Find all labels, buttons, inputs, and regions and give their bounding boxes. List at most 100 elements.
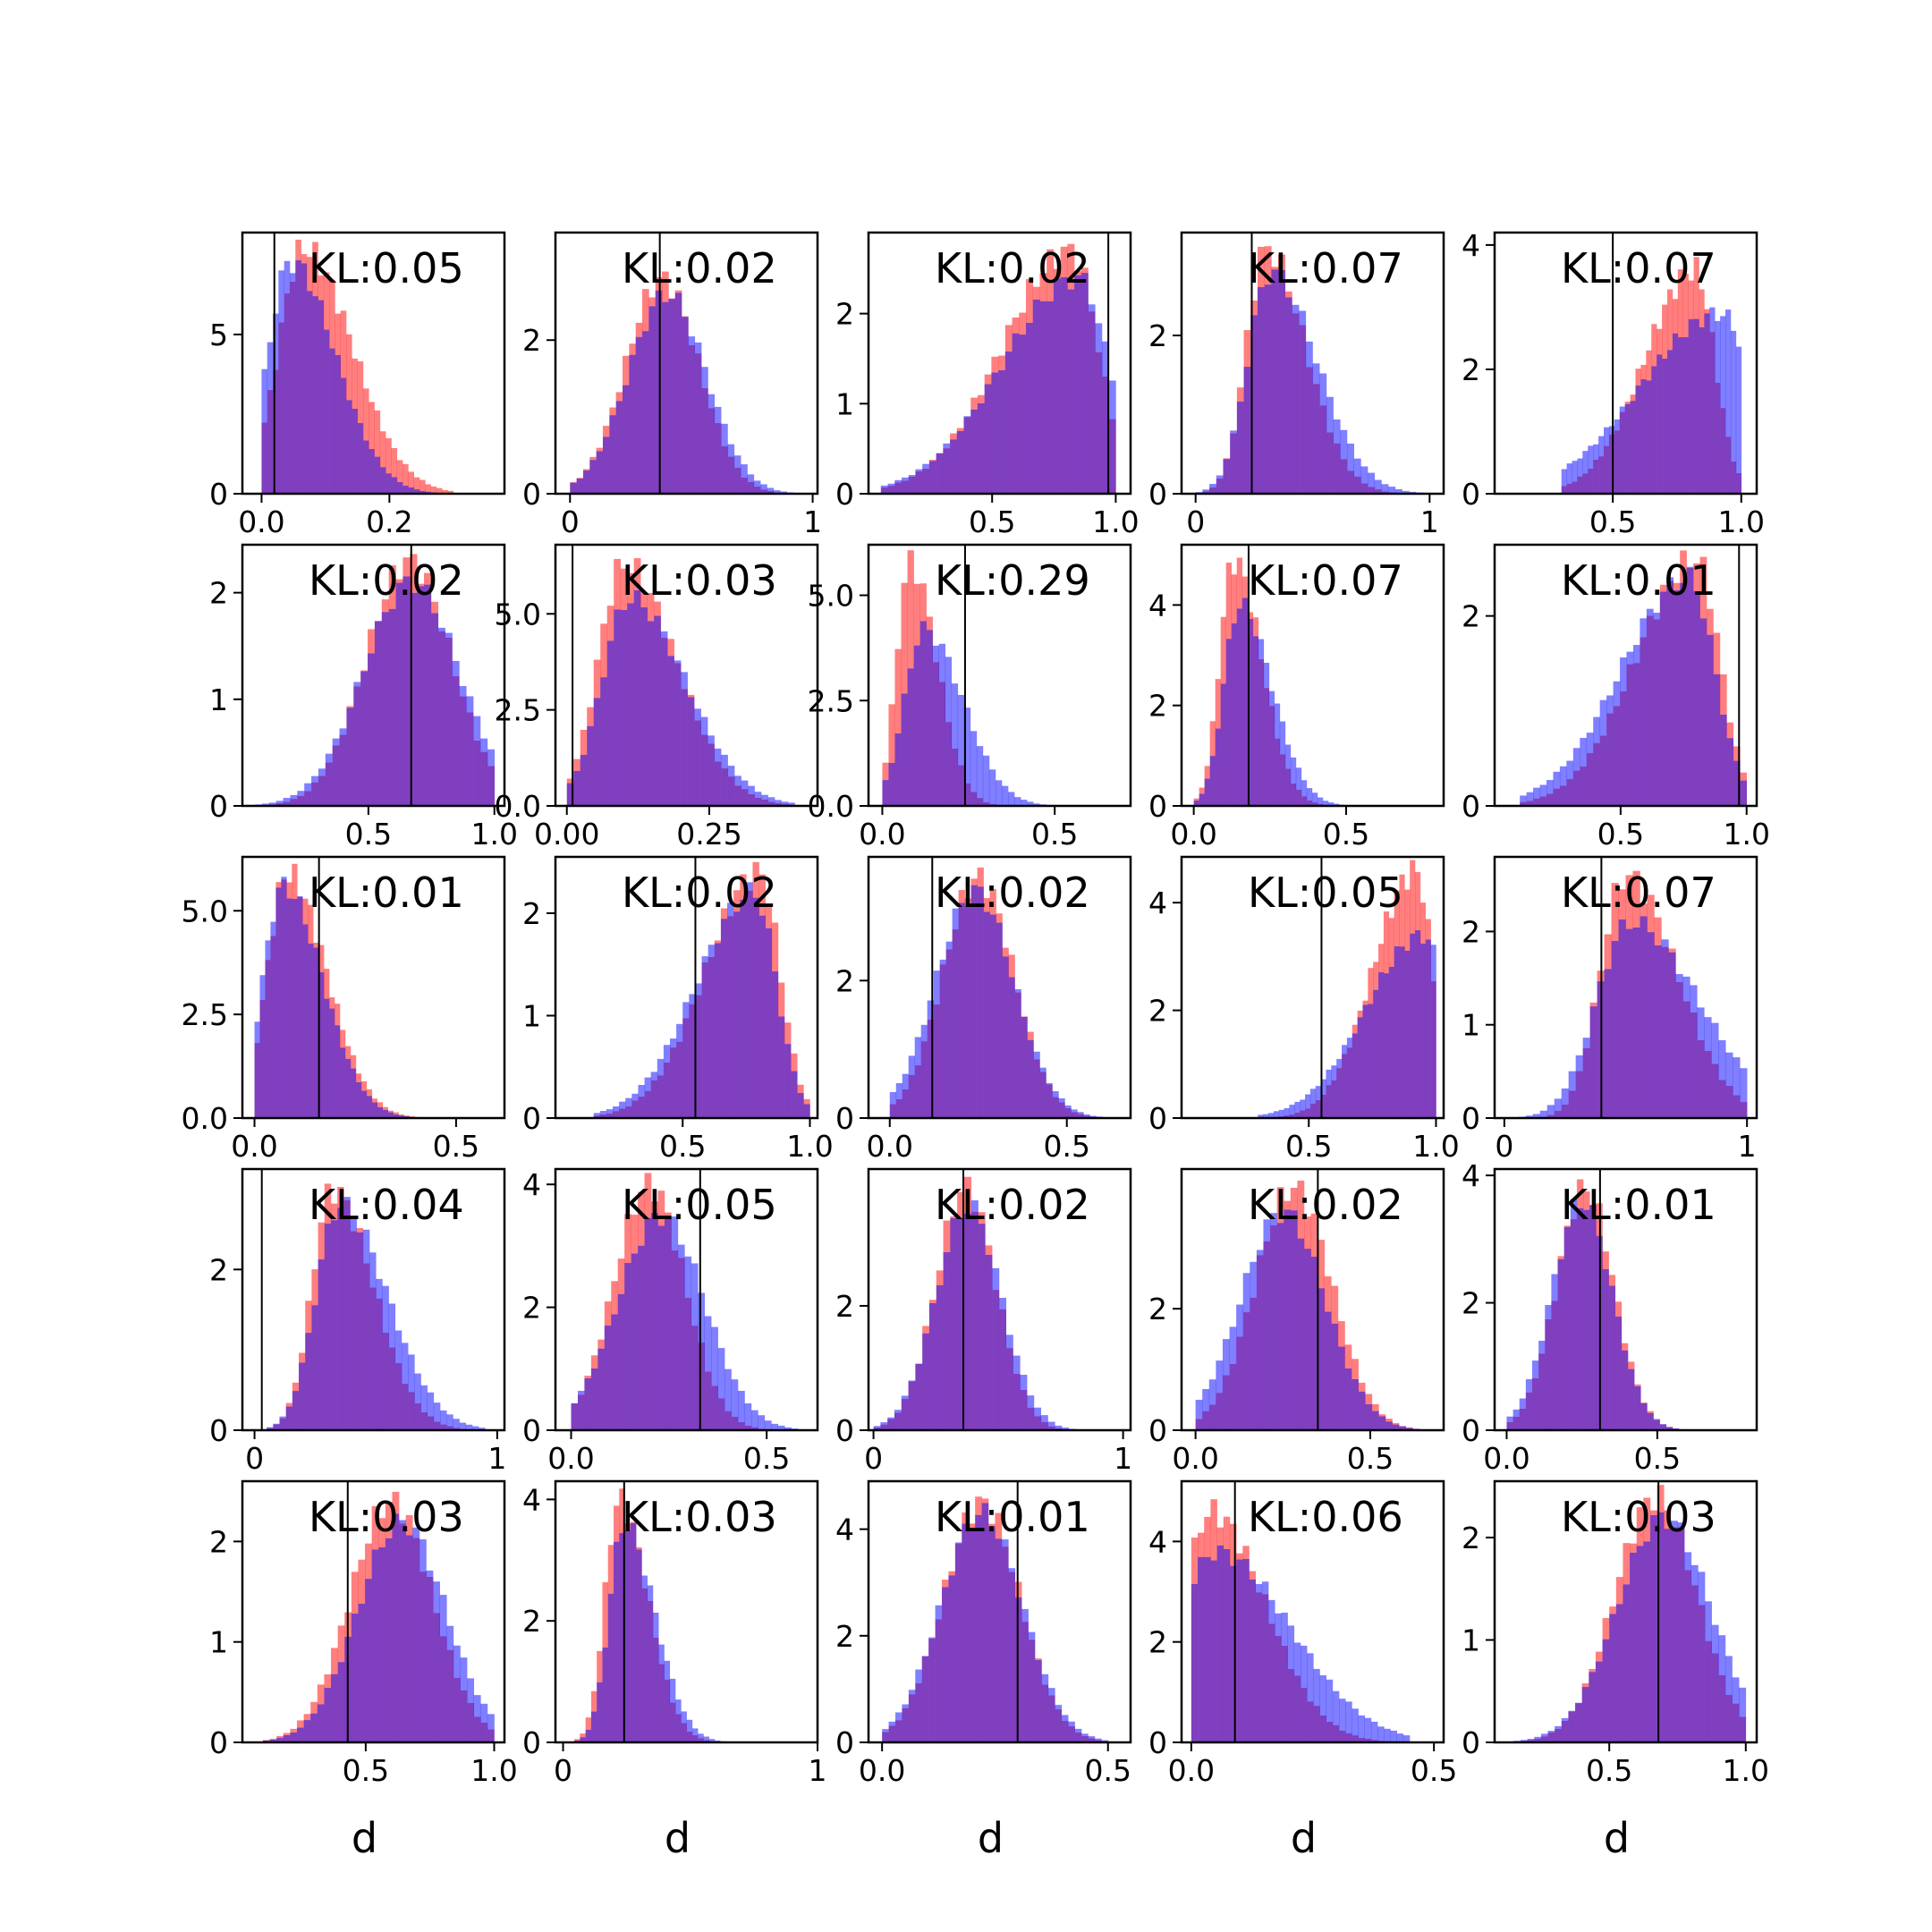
y-tick-label: 2 <box>1148 318 1167 353</box>
overlap-bar <box>1268 1623 1275 1742</box>
overlap-bar <box>1618 919 1626 1118</box>
red-bar <box>950 1216 958 1218</box>
red-bar <box>405 1514 413 1536</box>
red-bar <box>352 358 358 409</box>
blue-bar <box>1339 1699 1346 1731</box>
overlap-bar <box>1290 783 1297 806</box>
overlap-bar <box>337 1208 344 1430</box>
x-tick-label: 0.0 <box>1172 1441 1218 1476</box>
blue-bar <box>731 1379 739 1417</box>
blue-bar <box>460 1657 468 1690</box>
overlap-bar <box>1263 688 1270 806</box>
blue-bar <box>694 342 702 354</box>
histogram-bars <box>571 1173 799 1430</box>
overlap-bar <box>655 290 663 494</box>
overlap-bar <box>708 956 716 1118</box>
overlap-bar <box>329 1008 335 1118</box>
overlap-bar <box>1365 1403 1373 1430</box>
red-bar <box>1204 1516 1211 1557</box>
red-bar <box>733 890 741 912</box>
blue-bar <box>1216 475 1224 479</box>
blue-bar <box>747 474 755 482</box>
red-bar <box>752 861 759 898</box>
overlap-bar <box>308 943 314 1118</box>
overlap-bar <box>669 1702 676 1742</box>
overlap-bar <box>600 677 608 806</box>
blue-bar <box>741 780 749 790</box>
overlap-bar <box>1374 489 1382 494</box>
red-bar <box>1032 286 1040 300</box>
blue-bar <box>1377 1726 1385 1741</box>
overlap-bar <box>385 1538 393 1742</box>
overlap-bar <box>1258 658 1265 806</box>
x-tick-label: 1.0 <box>1412 1129 1459 1164</box>
overlap-bar <box>977 402 985 494</box>
red-bar <box>310 1701 318 1714</box>
overlap-bar <box>1300 1110 1306 1118</box>
overlap-bar <box>1526 801 1534 806</box>
overlap-bar <box>602 1647 609 1742</box>
overlap-bar <box>339 1047 346 1118</box>
blue-bar <box>1735 346 1742 473</box>
x-tick-label: 0.5 <box>1084 1753 1131 1788</box>
blue-bar <box>1640 618 1648 638</box>
y-tick-label: 1 <box>1462 1623 1480 1657</box>
red-bar <box>617 1258 625 1294</box>
axes-frame <box>867 1167 1132 1432</box>
overlap-bar <box>1519 1408 1527 1430</box>
overlap-bar <box>784 1044 792 1118</box>
blue-bar <box>1709 307 1716 333</box>
red-bar <box>331 1648 338 1674</box>
red-bar <box>623 355 630 386</box>
histogram-bars <box>1504 870 1748 1118</box>
blue-bar <box>767 797 775 802</box>
blue-bar <box>1309 1089 1317 1104</box>
blue-bar <box>1711 1624 1719 1654</box>
red-bar <box>1337 1321 1345 1347</box>
overlap-bar <box>1284 1209 1292 1430</box>
overlap-bar <box>473 740 481 806</box>
red-bar <box>958 889 965 903</box>
overlap-bar <box>340 377 347 494</box>
blue-bar <box>945 941 953 950</box>
overlap-bar <box>446 1649 454 1742</box>
red-bar <box>311 1269 318 1306</box>
overlap-bar <box>1580 767 1588 806</box>
red-bar <box>1595 1651 1603 1662</box>
kl-annotation: KL:0.07 <box>1561 244 1716 292</box>
overlap-bar <box>1602 1639 1610 1742</box>
blue-bar <box>887 1417 895 1419</box>
overlap-bar <box>292 1391 300 1430</box>
blue-bar <box>1546 780 1554 794</box>
blue-bar <box>1326 1069 1332 1086</box>
red-bar <box>1733 746 1741 761</box>
overlap-bar <box>1566 483 1572 494</box>
red-bar <box>402 557 411 577</box>
blue-bar <box>1704 1017 1712 1051</box>
overlap-bar <box>1313 1706 1320 1742</box>
blue-bar <box>1284 744 1292 769</box>
blue-bar <box>311 775 319 783</box>
blue-bar <box>976 746 984 799</box>
overlap-bar <box>1223 1549 1231 1742</box>
blue-bar <box>1058 1097 1065 1103</box>
blue-bar <box>700 716 708 735</box>
red-bar <box>882 762 889 781</box>
overlap-bar <box>687 697 695 806</box>
overlap-bar <box>1575 1703 1582 1742</box>
blue-bar <box>1268 691 1275 707</box>
blue-bar <box>254 1021 260 1044</box>
overlap-bar <box>1095 352 1103 494</box>
overlap-bar <box>318 775 326 806</box>
blue-bar <box>945 657 953 723</box>
overlap-bar <box>748 793 755 806</box>
red-bar <box>1726 722 1734 739</box>
overlap-bar <box>267 1428 274 1430</box>
overlap-bar <box>1619 411 1625 494</box>
x-tick-label: 1.0 <box>470 1753 517 1788</box>
blue-bar <box>748 785 755 794</box>
red-bar <box>602 1581 609 1648</box>
red-bar <box>371 1098 378 1103</box>
overlap-bar <box>1553 788 1561 806</box>
